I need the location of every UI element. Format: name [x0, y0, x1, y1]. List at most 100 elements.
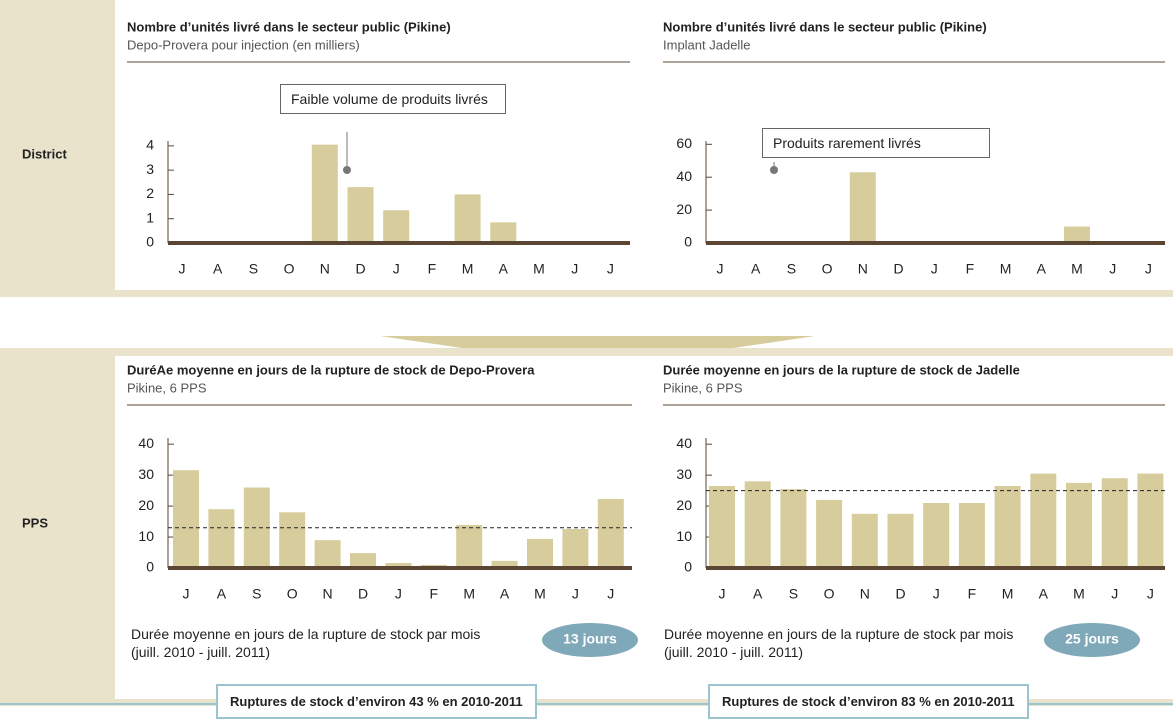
x-tick-label: J	[1111, 586, 1118, 602]
bar	[1030, 473, 1057, 568]
bar	[311, 144, 338, 243]
x-tick-label: S	[787, 261, 796, 277]
chart-title: Durée moyenne en jours de la rupture de …	[663, 362, 1020, 377]
bar	[1066, 482, 1092, 568]
bar	[279, 512, 306, 568]
x-tick-label: J	[1109, 261, 1116, 277]
y-tick-label: 0	[146, 234, 154, 250]
bar	[709, 485, 735, 568]
x-tick-label: O	[284, 261, 295, 277]
x-tick-label: J	[395, 586, 402, 602]
x-tick-label: J	[607, 586, 614, 602]
x-tick-label: N	[320, 261, 330, 277]
chart-title: DuréAe moyenne en jours de la rupture de…	[127, 362, 535, 377]
x-tick-label: D	[895, 586, 905, 602]
bar	[744, 481, 771, 568]
bar	[958, 503, 985, 568]
x-tick-label: M	[1000, 261, 1012, 277]
bar	[780, 489, 807, 568]
x-tick-label: M	[1071, 261, 1083, 277]
x-tick-label: A	[500, 586, 510, 602]
x-tick-label: D	[358, 586, 368, 602]
x-tick-label: A	[213, 261, 223, 277]
bar	[887, 513, 914, 568]
bar	[994, 485, 1021, 568]
x-tick-label: S	[252, 586, 261, 602]
chart-subtitle: Implant Jadelle	[663, 37, 750, 52]
chart-subtitle: Depo-Provera pour injection (en milliers…	[127, 37, 360, 52]
x-tick-label: A	[499, 261, 509, 277]
x-tick-label: M	[534, 586, 546, 602]
x-tick-label: F	[968, 586, 977, 602]
x-tick-label: A	[753, 586, 763, 602]
y-tick-label: 20	[138, 497, 154, 513]
bar	[923, 503, 950, 568]
average-label: 13 jours	[563, 631, 617, 647]
bar	[383, 210, 410, 243]
chart-subtitle: Pikine, 6 PPS	[663, 380, 743, 395]
footer-box: Ruptures de stock d’environ 83 % en 2010…	[708, 684, 1029, 719]
x-tick-label: O	[824, 586, 835, 602]
y-tick-label: 0	[684, 234, 692, 250]
row-label: District	[22, 146, 67, 161]
x-tick-label: A	[1037, 261, 1047, 277]
x-tick-label: F	[966, 261, 975, 277]
annotation: Faible volume de produits livrés	[280, 84, 506, 114]
x-tick-label: J	[393, 261, 400, 277]
x-tick-label: J	[183, 586, 190, 602]
bar	[385, 563, 412, 568]
note: Durée moyenne en jours de la rupture de …	[131, 626, 481, 660]
x-tick-label: M	[462, 261, 474, 277]
x-tick-label: J	[717, 261, 724, 277]
note: Durée moyenne en jours de la rupture de …	[664, 626, 1014, 660]
x-tick-label: M	[463, 586, 475, 602]
row-label: PPS	[22, 515, 48, 530]
x-tick-label: A	[217, 586, 227, 602]
bar	[350, 553, 376, 568]
x-tick-label: A	[1039, 586, 1049, 602]
bar	[527, 538, 553, 568]
x-tick-label: F	[428, 261, 437, 277]
bar	[597, 498, 624, 568]
footer-box: Ruptures de stock d’environ 43 % en 2010…	[216, 684, 537, 719]
x-tick-label: S	[789, 586, 798, 602]
bar	[816, 499, 843, 568]
chart-subtitle: Pikine, 6 PPS	[127, 380, 207, 395]
y-tick-label: 10	[138, 528, 154, 544]
y-tick-label: 2	[146, 185, 154, 201]
x-tick-label: O	[287, 586, 298, 602]
annotation: Produits rarement livrés	[762, 128, 990, 158]
y-tick-label: 40	[138, 435, 154, 451]
chart-title: Nombre d’unités livré dans le secteur pu…	[127, 19, 451, 34]
bar	[849, 172, 876, 243]
x-tick-label: O	[822, 261, 833, 277]
x-tick-label: J	[931, 261, 938, 277]
y-tick-label: 40	[676, 168, 692, 184]
x-tick-label: M	[1073, 586, 1085, 602]
y-tick-label: 0	[684, 559, 692, 575]
bar	[1064, 226, 1090, 243]
x-tick-label: J	[179, 261, 186, 277]
chart-title: Nombre d’unités livré dans le secteur pu…	[663, 19, 987, 34]
y-tick-label: 30	[138, 466, 154, 482]
bar	[208, 509, 235, 568]
bar	[314, 540, 341, 568]
bar	[456, 524, 483, 568]
bar	[490, 222, 517, 243]
x-tick-label: S	[249, 261, 258, 277]
average-badge	[1044, 623, 1140, 657]
y-tick-label: 20	[676, 497, 692, 513]
bar	[454, 194, 481, 243]
bar	[1137, 473, 1164, 568]
x-tick-label: J	[933, 586, 940, 602]
bar	[562, 529, 589, 568]
x-tick-label: N	[860, 586, 870, 602]
y-tick-label: 10	[676, 528, 692, 544]
x-tick-label: N	[858, 261, 868, 277]
y-tick-label: 30	[676, 466, 692, 482]
y-tick-label: 20	[676, 201, 692, 217]
x-tick-label: D	[893, 261, 903, 277]
x-tick-label: D	[355, 261, 365, 277]
